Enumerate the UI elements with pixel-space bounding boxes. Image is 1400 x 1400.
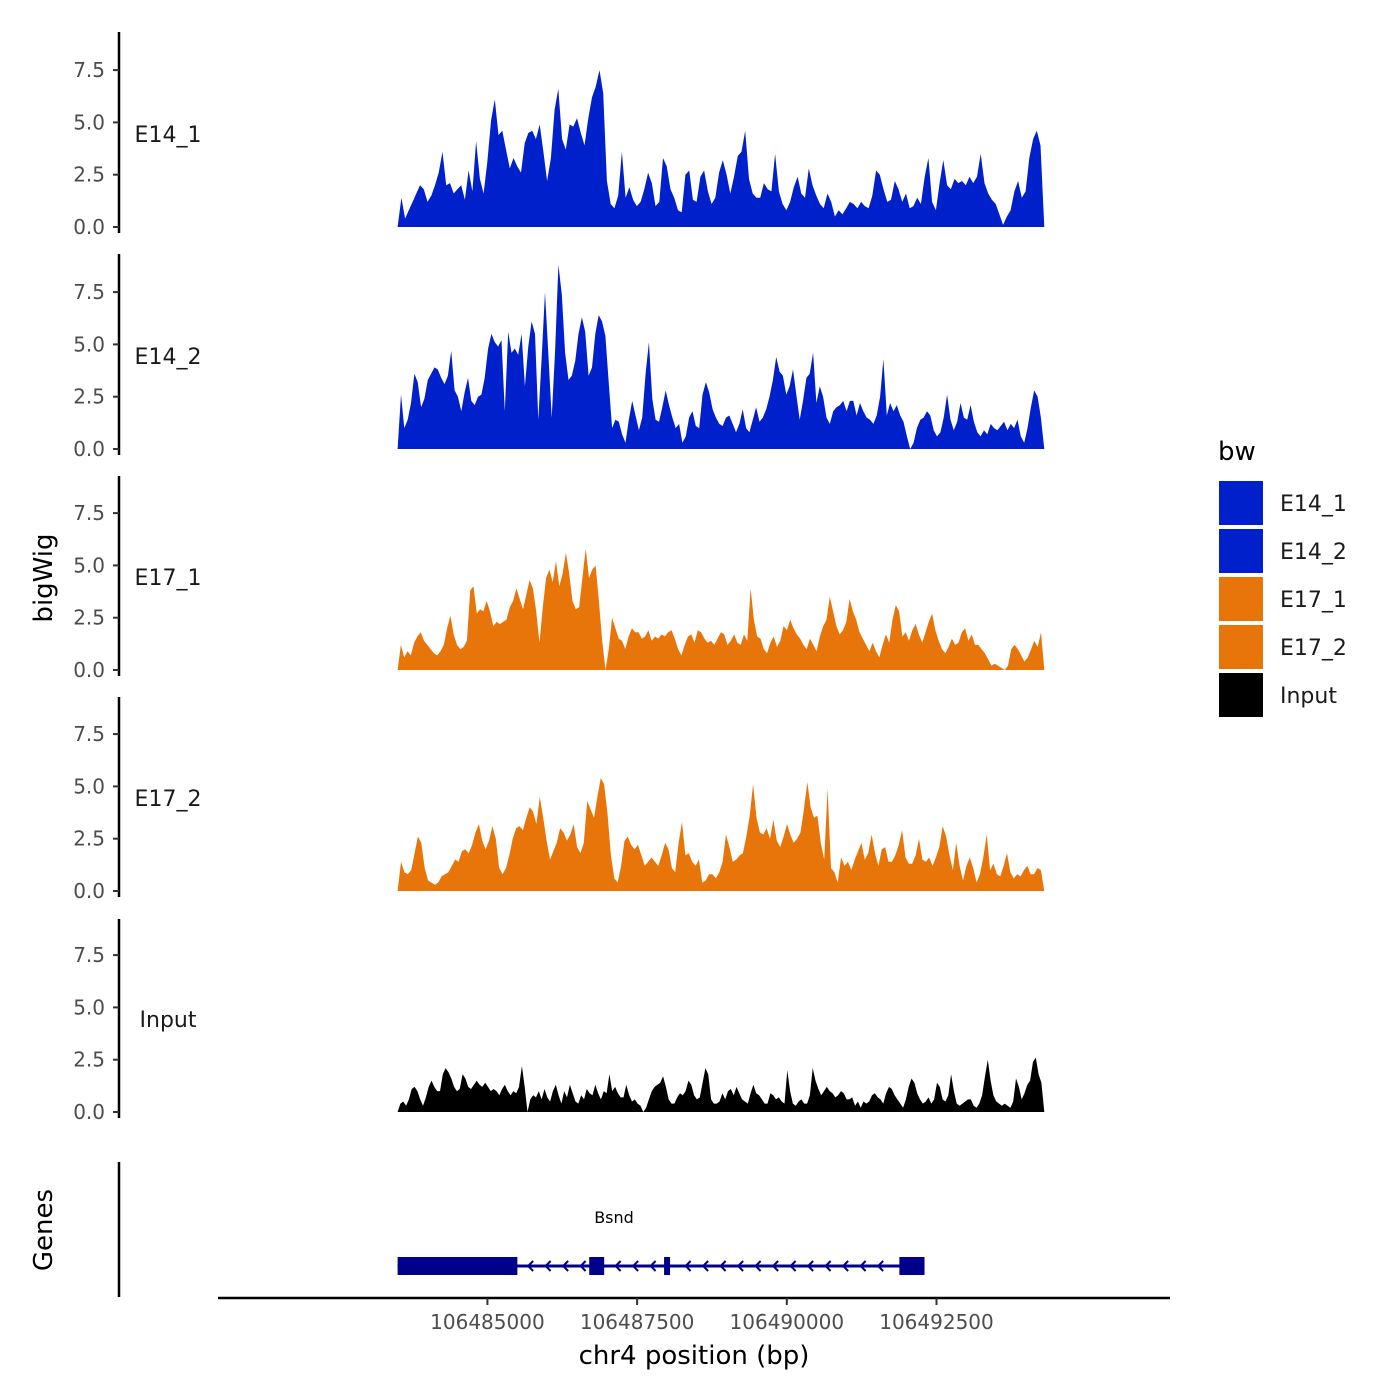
track-label: E14_1 xyxy=(135,123,202,148)
legend-label: E17_2 xyxy=(1280,636,1347,661)
strand-arrow xyxy=(614,1260,622,1272)
exon xyxy=(664,1257,671,1275)
legend-item-e17-2: E17_2 xyxy=(1217,623,1347,671)
legend-swatch xyxy=(1217,671,1265,719)
strand-arrow xyxy=(841,1260,849,1272)
y-axis-title: bigWig xyxy=(29,533,59,622)
track-e17-1: 0.0 2.5 5.0 7.5 E17_1 xyxy=(73,476,1045,682)
strand-arrow xyxy=(806,1260,814,1272)
genes-panel-title: Genes xyxy=(29,1189,59,1271)
strand-arrow xyxy=(824,1260,832,1272)
exon xyxy=(899,1257,925,1275)
y-tick-label: 7.5 xyxy=(73,943,105,967)
y-tick-label: 5.0 xyxy=(73,332,105,356)
legend-label: E14_2 xyxy=(1280,540,1347,565)
legend-title: bw xyxy=(1218,437,1256,467)
strand-arrow xyxy=(544,1260,552,1272)
y-tick-label: 0.0 xyxy=(73,437,105,461)
y-tick-label: 2.5 xyxy=(73,606,105,630)
strand-arrow xyxy=(561,1260,569,1272)
strand-arrow xyxy=(771,1260,779,1272)
legend-item-e17-1: E17_1 xyxy=(1217,575,1347,623)
coverage-tracks: 0.0 2.5 5.0 7.5 E14_1 0.0 2.5 5.0 7.5 E14_2 0.0 2.5… xyxy=(73,32,1045,1124)
coverage-area-e17-1 xyxy=(397,548,1045,670)
y-tick-label: 7.5 xyxy=(73,501,105,525)
y-tick-label: 2.5 xyxy=(73,163,105,187)
track-e17-2: 0.0 2.5 5.0 7.5 E17_2 xyxy=(73,697,1045,903)
strand-arrow xyxy=(579,1260,587,1272)
legend-item-input: Input xyxy=(1217,671,1337,719)
legend-item-e14-2: E14_2 xyxy=(1217,527,1347,575)
y-tick-label: 0.0 xyxy=(73,1100,105,1124)
strand-arrow xyxy=(719,1260,727,1272)
strand-arrow xyxy=(684,1260,692,1272)
strand-arrow xyxy=(859,1260,867,1272)
y-tick-label: 2.5 xyxy=(73,827,105,851)
strand-arrow xyxy=(649,1260,657,1272)
gene-name-label: Bsnd xyxy=(594,1208,634,1227)
legend-swatch xyxy=(1217,623,1265,671)
coverage-area-e14-1 xyxy=(397,70,1045,227)
strand-arrow xyxy=(754,1260,762,1272)
strand-arrow xyxy=(736,1260,744,1272)
track-label: Input xyxy=(140,1008,197,1033)
track-label: E17_1 xyxy=(135,566,202,591)
y-tick-label: 7.5 xyxy=(73,58,105,82)
track-input: 0.0 2.5 5.0 7.5 Input xyxy=(73,919,1045,1124)
track-e14-2: 0.0 2.5 5.0 7.5 E14_2 xyxy=(73,254,1045,461)
y-tick-label: 0.0 xyxy=(73,215,105,239)
coverage-area-input xyxy=(397,1057,1045,1112)
legend: bw E14_1 E14_2 E17_1 E17_2 Input xyxy=(1217,437,1347,719)
x-axis: 106485000 106487500 106490000 106492500 xyxy=(218,1296,1170,1334)
strand-arrow xyxy=(701,1260,709,1272)
track-e14-1: 0.0 2.5 5.0 7.5 E14_1 xyxy=(73,32,1045,239)
strand-arrow xyxy=(631,1260,639,1272)
legend-label: E14_1 xyxy=(1280,492,1347,517)
y-tick-label: 7.5 xyxy=(73,280,105,304)
x-tick-label: 106487500 xyxy=(580,1310,695,1334)
y-tick-label: 5.0 xyxy=(73,774,105,798)
gene-bsnd: Bsnd xyxy=(397,1208,925,1275)
strand-arrow xyxy=(789,1260,797,1272)
legend-swatch xyxy=(1217,527,1265,575)
track-label: E17_2 xyxy=(135,787,202,812)
exon xyxy=(589,1257,605,1275)
exon xyxy=(397,1257,518,1275)
y-tick-label: 2.5 xyxy=(73,385,105,409)
y-tick-label: 5.0 xyxy=(73,995,105,1019)
coverage-area-e14-2 xyxy=(397,264,1045,449)
x-tick-label: 106485000 xyxy=(430,1310,545,1334)
x-axis-title: chr4 position (bp) xyxy=(579,1341,810,1371)
legend-swatch xyxy=(1217,575,1265,623)
y-tick-label: 0.0 xyxy=(73,658,105,682)
y-tick-label: 2.5 xyxy=(73,1048,105,1072)
x-tick-label: 106490000 xyxy=(730,1310,845,1334)
legend-item-e14-1: E14_1 xyxy=(1217,479,1347,527)
y-tick-label: 7.5 xyxy=(73,722,105,746)
genes-panel: Bsnd xyxy=(117,1162,925,1297)
legend-label: Input xyxy=(1280,684,1337,709)
coverage-area-e17-2 xyxy=(397,778,1045,891)
legend-label: E17_1 xyxy=(1280,588,1347,613)
strand-arrow xyxy=(876,1260,884,1272)
y-tick-label: 0.0 xyxy=(73,879,105,903)
x-tick-label: 106492500 xyxy=(879,1310,994,1334)
y-tick-label: 5.0 xyxy=(73,110,105,134)
track-label: E14_2 xyxy=(135,345,202,370)
legend-swatch xyxy=(1217,479,1265,527)
strand-arrow xyxy=(526,1260,534,1272)
y-tick-label: 5.0 xyxy=(73,553,105,577)
